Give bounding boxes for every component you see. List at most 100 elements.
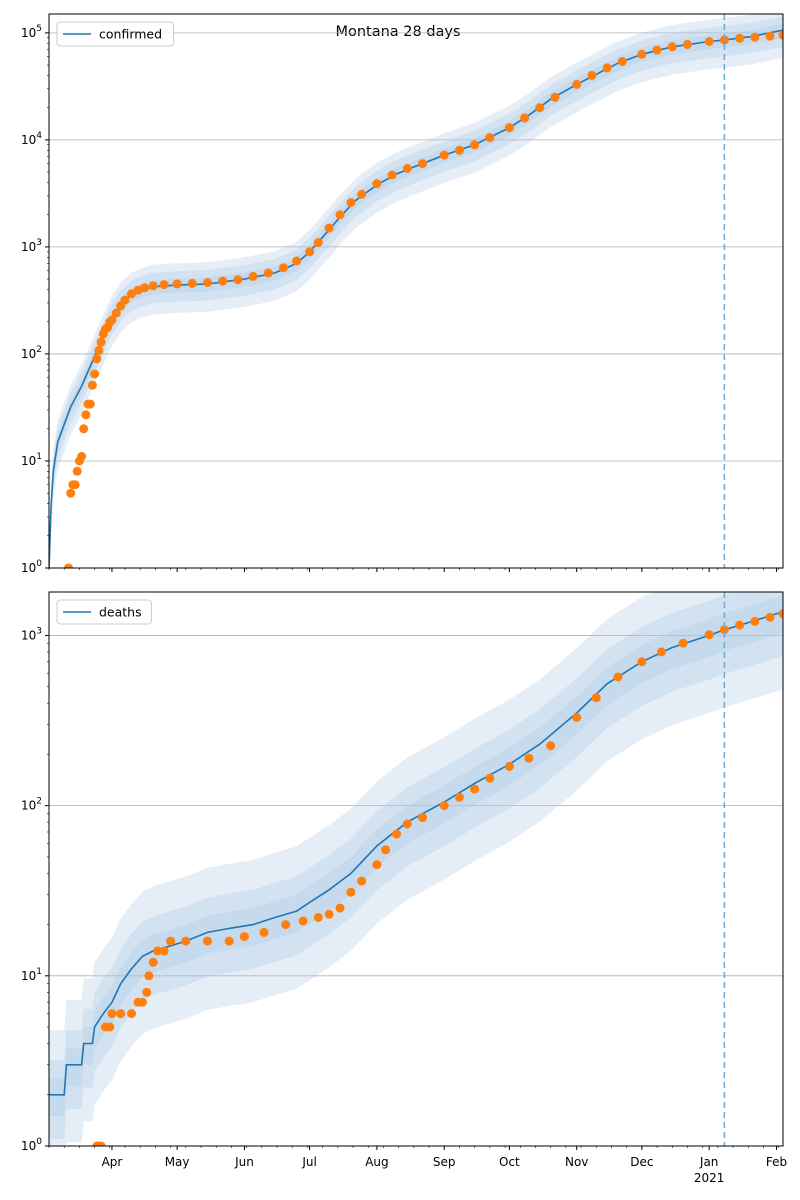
observed-point (159, 946, 169, 956)
y-tick-label: 103 (21, 238, 42, 254)
observed-point (96, 337, 106, 347)
observed-point (372, 860, 382, 870)
observed-point (750, 616, 760, 626)
observed-point (485, 133, 495, 143)
observed-point (750, 32, 760, 42)
observed-point (279, 263, 288, 273)
observed-point (387, 170, 397, 180)
observed-point (90, 369, 100, 379)
x-tick-label: Jun (234, 1155, 254, 1169)
y-tick-label: 102 (21, 797, 42, 813)
observed-point (591, 693, 601, 703)
x-tick-label: Aug (365, 1155, 388, 1169)
observed-point (298, 916, 308, 926)
observed-point (92, 354, 102, 364)
legend: deaths (56, 599, 152, 625)
observed-point (520, 113, 530, 123)
legend: confirmed (56, 21, 175, 47)
observed-point (372, 179, 382, 189)
observed-point (504, 123, 514, 133)
observed-point (704, 630, 714, 640)
observed-point (357, 189, 367, 199)
observed-point (765, 31, 775, 41)
observed-point (142, 987, 152, 997)
legend-label: confirmed (99, 27, 162, 42)
x-year-label: 2021 (694, 1171, 725, 1185)
x-tick-label: Apr (102, 1155, 123, 1169)
observed-point (504, 761, 514, 771)
observed-point (281, 920, 291, 930)
plot-area (49, 592, 783, 1146)
observed-point (79, 424, 89, 434)
observed-point (239, 932, 249, 942)
uncertainty-band-3 (49, 595, 783, 1116)
observed-point (107, 1009, 117, 1019)
observed-point (587, 70, 597, 80)
observed-point (381, 845, 391, 855)
observed-point (572, 712, 582, 722)
observed-point (107, 315, 117, 325)
x-tick-label: Jan (699, 1155, 719, 1169)
observed-point (454, 145, 464, 155)
observed-point (94, 345, 104, 355)
plot-area (49, 14, 783, 568)
observed-point (324, 223, 334, 233)
observed-point (735, 620, 745, 630)
observed-point (203, 936, 212, 946)
observed-point (719, 625, 729, 635)
observed-point (470, 140, 480, 150)
observed-point (418, 159, 427, 169)
deaths-panel: 100 101 102 103 deaths (21, 591, 784, 1153)
y-tick-label: 102 (21, 345, 42, 361)
observed-point (144, 971, 154, 981)
observed-point (324, 909, 334, 919)
observed-point (263, 268, 273, 278)
observed-point (550, 92, 560, 102)
x-tick-label: Oct (499, 1155, 520, 1169)
observed-point (187, 278, 197, 288)
axes-frame (48, 591, 784, 1147)
observed-point (127, 1009, 136, 1019)
legend-label: deaths (99, 605, 142, 620)
observed-point (637, 657, 647, 667)
y-tick-label: 101 (21, 967, 42, 983)
observed-point (81, 410, 91, 420)
observed-point (259, 927, 269, 937)
observed-point (148, 957, 158, 967)
observed-point (778, 609, 783, 619)
observed-point (335, 210, 345, 220)
observed-point (682, 39, 692, 49)
axes-frame (48, 13, 784, 569)
legend-box (56, 599, 152, 625)
observed-point (313, 238, 323, 247)
observed-point (137, 997, 147, 1007)
observed-point (120, 295, 130, 305)
observed-point (439, 150, 449, 160)
observed-point (96, 1141, 106, 1146)
observed-point (602, 63, 612, 73)
observed-point (85, 399, 95, 409)
observed-point (572, 79, 582, 89)
observed-point (181, 936, 191, 946)
observed-point (667, 42, 677, 52)
observed-point (613, 672, 623, 682)
observed-point (292, 256, 302, 266)
observed-point (535, 103, 545, 113)
observed-point (313, 913, 323, 922)
x-tick-label: Sep (433, 1155, 456, 1169)
observed-point (704, 37, 714, 46)
observed-point (248, 271, 258, 281)
x-tick-label: Nov (565, 1155, 588, 1169)
observed-point (485, 773, 495, 783)
y-tick-label: 100 (21, 1137, 42, 1153)
observed-point (678, 638, 688, 648)
observed-point (765, 612, 775, 622)
observed-point (656, 647, 666, 657)
x-tick-label: May (165, 1155, 190, 1169)
observed-point (470, 784, 480, 794)
chart-title: Montana 28 days (335, 24, 460, 40)
observed-point (148, 281, 158, 291)
observed-point (335, 903, 345, 913)
uncertainty-band-1 (49, 14, 783, 568)
